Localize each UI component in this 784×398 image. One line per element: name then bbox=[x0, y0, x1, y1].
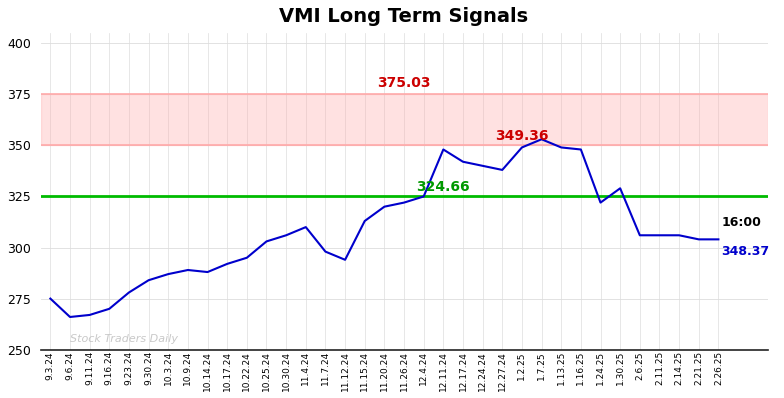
Title: VMI Long Term Signals: VMI Long Term Signals bbox=[279, 7, 528, 26]
Text: 324.66: 324.66 bbox=[416, 180, 470, 195]
Text: 348.37: 348.37 bbox=[721, 246, 769, 258]
Bar bbox=[41, 94, 768, 145]
Text: Stock Traders Daily: Stock Traders Daily bbox=[70, 334, 178, 343]
Text: 375.03: 375.03 bbox=[377, 76, 430, 90]
Text: 349.36: 349.36 bbox=[495, 129, 549, 143]
Text: 16:00: 16:00 bbox=[721, 216, 761, 229]
